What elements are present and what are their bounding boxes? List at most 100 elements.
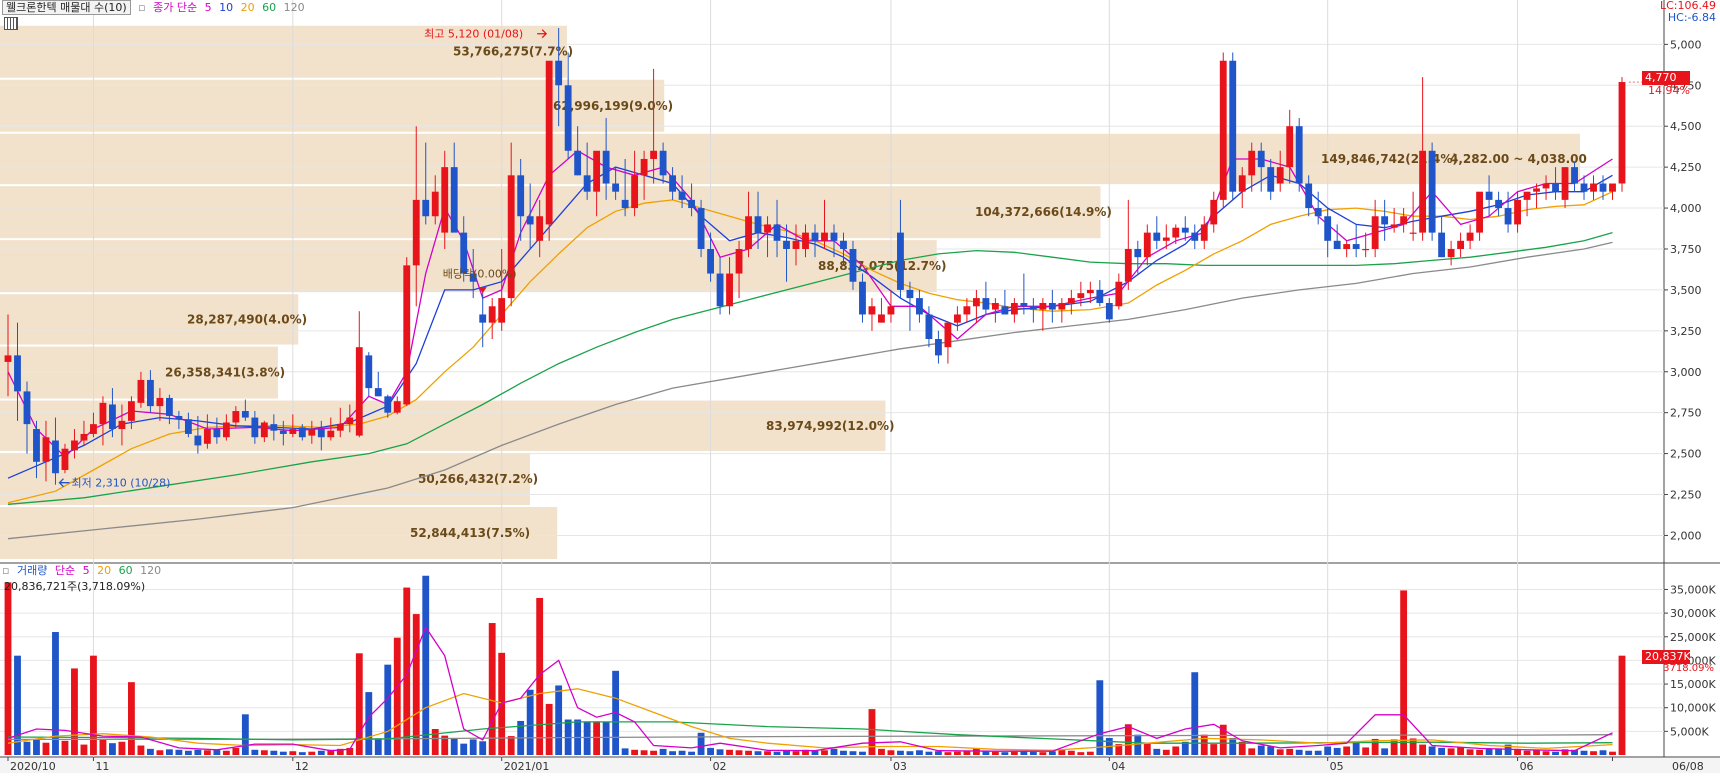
candle-body [1352,244,1360,249]
volume-bar [1267,746,1275,755]
volume-bar [1590,751,1597,755]
volume-bar [308,751,316,755]
volume-bar [1324,746,1332,755]
date-tick-label: 11 [95,760,109,773]
candle-body [925,314,933,340]
candle-body [460,232,468,274]
volume-bar [61,740,69,755]
volume-ma-title[interactable]: 단순 [54,564,76,577]
candle-body [1495,199,1502,209]
price-tick-label: 5,000 [1670,38,1702,51]
price-tick-label: 2,250 [1670,489,1702,502]
candle-body [384,396,392,413]
volume-ma-5-line [7,625,1613,752]
candle-body [1134,248,1142,258]
last-volume-pct: 3718.09% [1663,663,1714,674]
volume-profile-label: 50,266,432(7.2%) [418,472,538,486]
volume-tick-label: 30,000K [1670,607,1716,620]
candle-body [232,411,240,423]
volume-bar [916,750,923,755]
candle-body [963,306,971,315]
chart-title[interactable]: 웰크론한텍 매물대 수(10) [2,0,131,15]
volume-bar [346,747,354,755]
candle-body [1381,216,1389,225]
volume-profile-label: 62,996,199(9.0%) [553,99,673,113]
candle-body [1048,303,1056,310]
volume-bar [23,741,31,755]
volume-title[interactable]: 거래량 [16,564,48,577]
candle-body [213,429,221,438]
last-volume-text: 20,836,721주(3,718.09%) [4,580,146,593]
candle-body [1599,183,1607,192]
volume-bar [1162,749,1170,755]
candle-body [1618,82,1626,184]
volume-bar [688,751,695,755]
date-tick-label: 2021/01 [504,760,550,773]
candle-body [146,379,154,407]
candle-body [1286,126,1294,168]
volume-bar [1029,751,1037,755]
volume-bar [1096,680,1104,755]
grid-menu-icon[interactable] [4,17,18,30]
candle-body [1476,191,1484,233]
candle-body [14,355,21,392]
vol-ma-120-label: 120 [140,564,162,577]
volume-bar [1609,751,1616,755]
volume-bar [583,721,591,755]
volume-bar [1428,746,1436,755]
volume-bar [849,751,857,755]
candle-body [707,248,714,274]
volume-bar [602,721,610,755]
vol-ma-5-label: 5 [82,564,90,577]
volume-bar [241,714,249,755]
volume-bar [555,685,563,755]
volume-bar [621,748,629,755]
candle-body [184,419,192,434]
volume-bar [830,748,838,755]
volume-bar [1124,724,1132,755]
volume-bar [71,668,78,755]
candle-body [640,158,648,176]
volume-bar [1305,750,1313,755]
volume-bar [925,751,933,755]
candle-body [764,224,771,233]
volume-bar [1238,741,1246,755]
volume-bar [1048,751,1056,755]
candle-body [659,150,667,176]
price-tick-label: 4,000 [1670,202,1702,215]
candle-body [991,303,999,310]
volume-bar [1447,748,1455,755]
candle-body [545,60,553,225]
price-ma-120-line [7,241,1613,540]
candle-body [1096,289,1104,304]
candle-body [346,417,354,425]
candle-body [128,401,135,421]
candle-body [1067,298,1075,304]
candle-body [99,402,107,425]
price-ma-title[interactable]: 종가 단순 [153,1,198,14]
volume-bar [821,750,828,755]
candle-body [802,232,809,249]
candle-body [1400,216,1408,225]
candle-body [517,175,525,217]
price-tick-label: 2,500 [1670,448,1702,461]
volume-bar [1438,747,1446,755]
candle-body [1257,150,1265,168]
low-arrow [58,478,70,488]
volume-profile-band [0,294,299,345]
candle-body [688,199,695,209]
candle-body [1324,216,1332,241]
candle-body [1533,188,1540,192]
volume-bar [317,750,325,755]
candle-body [498,298,506,323]
candle-body [403,265,411,405]
volume-bar [260,750,268,755]
volume-bar [431,728,439,755]
volume-bar [1219,724,1227,755]
candle-body [165,397,173,416]
lc-value: LC:106.49 [1659,0,1716,12]
volume-bar [792,751,800,755]
candle-body [137,379,145,403]
